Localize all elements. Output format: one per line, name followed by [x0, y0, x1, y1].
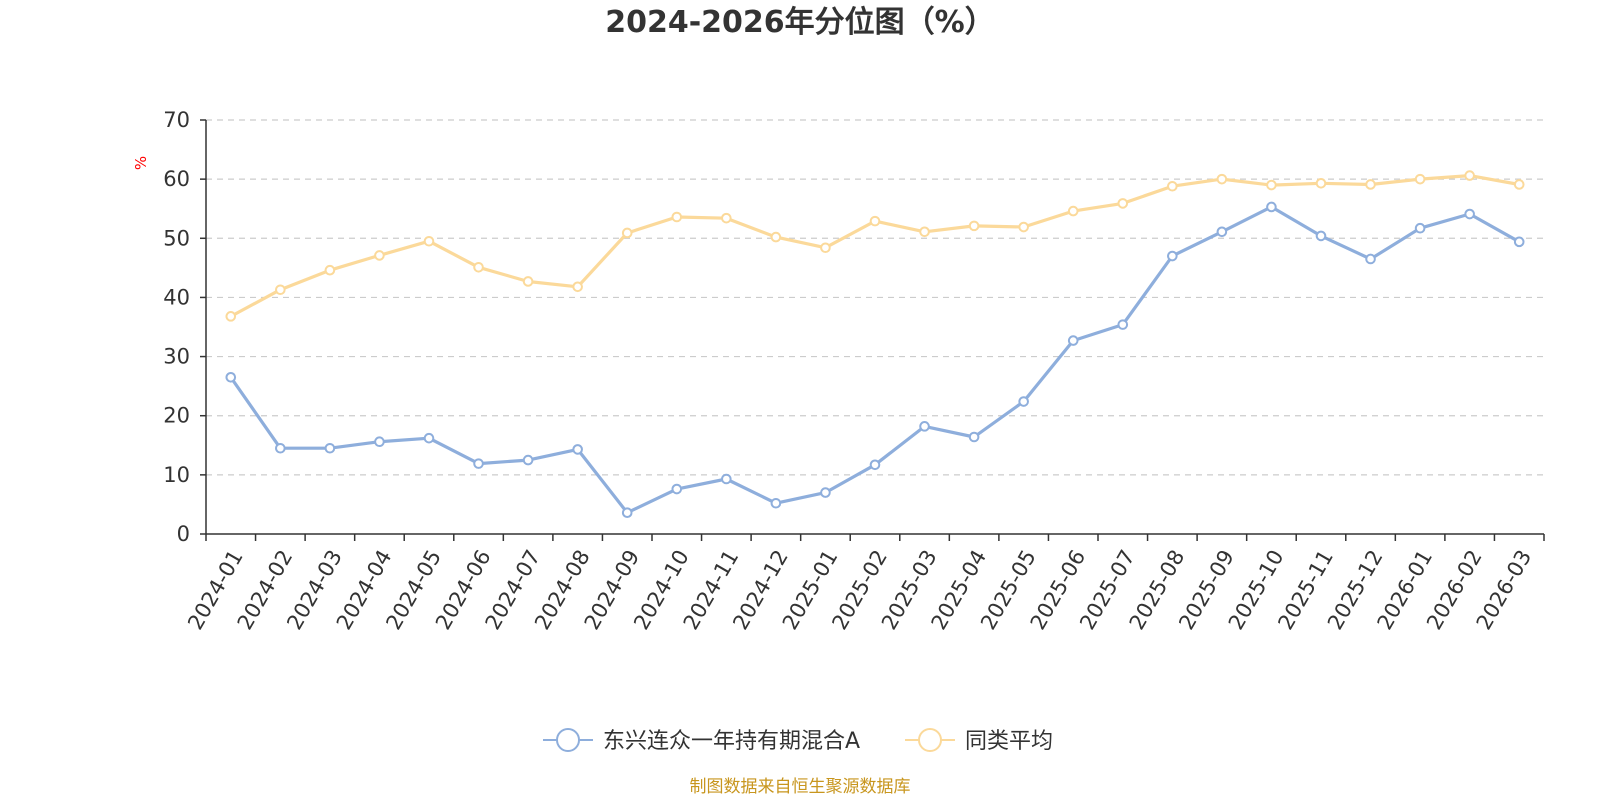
data-point [1018, 396, 1029, 407]
data-point [770, 497, 782, 509]
data-point [1266, 179, 1277, 191]
data-point [225, 371, 237, 383]
data-point [1464, 208, 1475, 220]
data-point [869, 459, 881, 471]
series-lines [225, 170, 1525, 519]
y-tick-label: 70 [163, 108, 190, 132]
data-point [1216, 226, 1228, 238]
data-point [1365, 179, 1376, 190]
legend-label: 东兴连众一年持有期混合A [603, 729, 860, 754]
data-point [423, 235, 435, 247]
data-point [522, 454, 534, 466]
data-point [621, 227, 633, 239]
data-point [275, 284, 286, 296]
data-point [671, 483, 683, 495]
chart-title: 2024-2026年分位图（%） [605, 5, 995, 40]
data-point [1117, 198, 1129, 209]
data-point [324, 264, 336, 276]
data-point [721, 212, 732, 224]
data-point [968, 431, 980, 443]
data-point [1067, 205, 1079, 217]
data-point [1315, 177, 1327, 189]
data-point [572, 444, 583, 455]
axes [205, 120, 1545, 541]
data-point [1365, 253, 1376, 265]
legend-item-2[interactable]: 同类平均 [905, 728, 1053, 754]
data-point [820, 242, 831, 254]
y-tick-label: 50 [163, 226, 190, 250]
data-point [919, 421, 930, 432]
data-point [1414, 222, 1426, 234]
data-point [374, 250, 385, 261]
y-tick-label: 20 [163, 404, 190, 428]
data-point [1513, 236, 1525, 248]
y-tick-labels: 0 10 20 30 40 50 60 70 [163, 108, 190, 546]
data-point [324, 442, 336, 454]
y-tick-label: 10 [163, 463, 190, 487]
data-point [968, 220, 980, 232]
grid-lines [200, 119, 1544, 535]
data-point [225, 311, 237, 322]
legend[interactable]: 东兴连众一年持有期混合A 同类平均 [543, 728, 1053, 754]
legend-label: 同类平均 [965, 729, 1053, 754]
legend-marker [918, 728, 942, 752]
data-point [473, 458, 484, 469]
data-point [1117, 319, 1129, 330]
series-2 [225, 170, 1525, 322]
data-point [522, 276, 534, 287]
y-axis-label: % [132, 156, 150, 170]
data-point [1414, 173, 1426, 185]
data-point [374, 436, 385, 448]
data-point [671, 211, 683, 223]
data-point [869, 215, 881, 227]
data-point [1167, 180, 1178, 192]
y-tick-label: 0 [177, 522, 190, 546]
data-point [770, 231, 782, 243]
x-tick-labels: 2024-012024-022024-032024-042024-052024-… [183, 546, 1536, 634]
series-line [230, 174, 1520, 318]
legend-marker [556, 728, 580, 752]
y-tick-label: 30 [163, 345, 190, 369]
data-point [1513, 179, 1525, 190]
data-point [621, 507, 633, 519]
data-point [1266, 201, 1277, 213]
series-1 [225, 201, 1525, 519]
legend-item-1[interactable]: 东兴连众一年持有期混合A [543, 728, 860, 754]
data-point [1464, 170, 1475, 181]
data-point [1067, 335, 1079, 346]
data-point [1018, 221, 1029, 233]
y-tick-label: 40 [163, 285, 190, 309]
data-point [1167, 250, 1178, 262]
data-point [919, 226, 930, 238]
data-point [1315, 230, 1327, 242]
data-point [721, 473, 732, 485]
source-note: 制图数据来自恒生聚源数据库 [690, 777, 911, 797]
data-point [1216, 173, 1228, 185]
data-point [820, 487, 831, 498]
data-point [572, 281, 583, 293]
y-tick-label: 60 [163, 167, 190, 191]
data-point [423, 432, 435, 444]
data-point [275, 442, 286, 454]
data-point [473, 261, 484, 273]
